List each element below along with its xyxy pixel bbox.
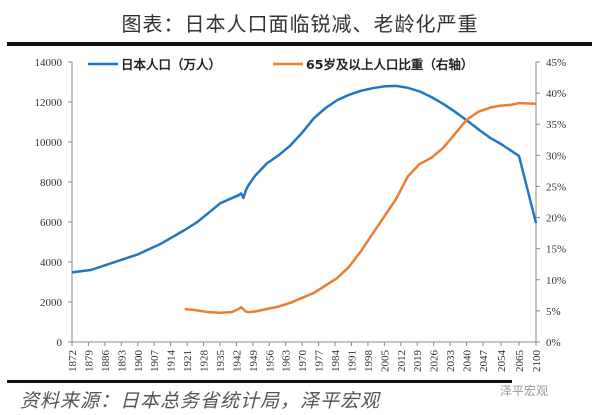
axes: 0 2000 4000 6000 8000 10000 12000 14000 0% 5% 10% 1…	[35, 57, 567, 372]
x-tick-label: 2012	[396, 350, 408, 372]
x-tick-label: 1914	[166, 350, 178, 373]
series-lines	[71, 84, 538, 315]
x-tick-label: 1886	[100, 350, 112, 373]
x-tick-label: 2026	[429, 350, 441, 373]
x-tick-label: 1942	[231, 350, 243, 372]
source-note: 资料来源：日本总务省统计局，泽平宏观	[20, 390, 381, 412]
right-tick-label: 45%	[546, 57, 566, 69]
footer-divider	[7, 380, 512, 383]
x-tick-label: 1963	[281, 350, 293, 373]
x-tick-label: 2033	[445, 350, 457, 373]
right-tick-label: 30%	[546, 150, 566, 162]
x-tick-label: 1977	[314, 350, 326, 373]
x-tick-label: 2019	[412, 350, 424, 373]
right-tick-label: 15%	[546, 244, 566, 256]
series-line-population	[71, 84, 538, 274]
x-tick-label: 1928	[199, 350, 211, 373]
chart-title: 图表：日本人口面临锐减、老龄化严重	[121, 12, 479, 36]
x-tick-label: 1907	[149, 350, 161, 373]
x-tick-label: 1872	[67, 350, 79, 372]
x-tick-label: 1970	[297, 350, 309, 373]
x-tick-label: 1984	[330, 350, 342, 373]
right-tick-label: 40%	[546, 88, 566, 100]
legend: 日本人口（万人） 65岁及以上人口比重（右轴）	[88, 57, 473, 72]
x-tick-label: 2100	[531, 350, 543, 373]
left-tick-label: 8000	[40, 177, 63, 189]
title-divider	[7, 42, 592, 46]
right-tick-label: 25%	[546, 181, 566, 193]
x-tick-label: 2047	[478, 350, 490, 373]
x-tick-label: 1991	[346, 350, 358, 372]
watermark: 泽平宏观	[500, 384, 549, 398]
left-tick-label: 10000	[35, 137, 63, 149]
left-tick-label: 12000	[35, 97, 63, 109]
x-tick-label: 1900	[133, 350, 145, 373]
x-tick-label: 1879	[83, 350, 95, 373]
legend-label-population: 日本人口（万人）	[121, 57, 221, 72]
x-tick-label: 2065	[514, 350, 526, 373]
x-tick-label: 2005	[379, 350, 391, 373]
x-tick-label: 1998	[363, 350, 375, 373]
right-tick-label: 10%	[546, 275, 566, 287]
left-tick-label: 0	[57, 337, 63, 349]
x-tick-label: 1921	[182, 350, 194, 372]
x-tick-label: 1893	[116, 350, 128, 373]
legend-label-elderly-ratio: 65岁及以上人口比重（右轴）	[306, 57, 473, 72]
x-tick-label: 1935	[215, 350, 227, 373]
right-tick-label: 20%	[546, 213, 566, 225]
x-tick-label: 2054	[496, 350, 508, 373]
right-tick-label: 35%	[546, 119, 566, 131]
x-tick-label: 1956	[264, 350, 276, 373]
series-line-elderly-ratio	[184, 101, 537, 315]
left-tick-label: 2000	[40, 297, 63, 309]
x-tick-label: 1949	[248, 350, 260, 373]
x-tick-label: 2040	[462, 350, 474, 373]
left-tick-label: 14000	[35, 57, 63, 69]
right-tick-label: 5%	[546, 306, 561, 318]
left-tick-label: 4000	[40, 257, 63, 269]
chart: 0 2000 4000 6000 8000 10000 12000 14000 0% 5% 10% 1…	[35, 57, 567, 372]
right-tick-label: 0%	[546, 337, 561, 349]
left-tick-label: 6000	[40, 217, 63, 229]
